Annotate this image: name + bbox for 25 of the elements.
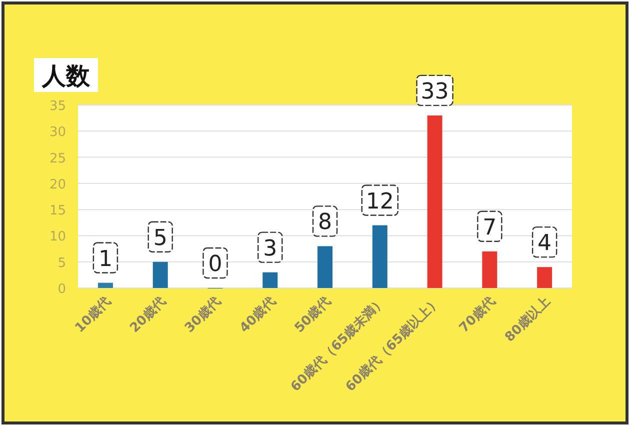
y-tick-label: 5 [58, 256, 66, 271]
x-tick-label: 10歳代 [72, 294, 114, 336]
x-tick-label: 50歳代 [292, 294, 334, 336]
y-tick-label: 30 [49, 125, 66, 140]
y-tick-label: 15 [49, 204, 66, 219]
data-label: 5 [153, 226, 168, 251]
data-label: 8 [318, 210, 332, 236]
x-tick-label: 30歳代 [182, 294, 224, 336]
y-tick-label: 25 [49, 151, 66, 166]
y-axis-title: 人数 [41, 62, 91, 90]
data-label: 12 [366, 189, 394, 214]
x-tick-label: 70歳代 [456, 294, 498, 336]
data-label: 0 [208, 252, 222, 277]
data-label: 3 [263, 236, 278, 262]
y-tick-label: 35 [49, 99, 66, 114]
x-tick-label: 40歳代 [237, 294, 279, 336]
y-tick-label: 0 [58, 282, 66, 297]
y-tick-label: 20 [49, 177, 66, 192]
x-tick-label: 80歳以上 [502, 294, 554, 346]
data-label: 4 [538, 231, 552, 256]
y-tick-label: 10 [49, 230, 66, 245]
x-tick-label: 20歳代 [127, 294, 170, 336]
data-label: 33 [420, 79, 449, 104]
data-label: 1 [98, 246, 112, 272]
data-label: 7 [482, 215, 497, 240]
